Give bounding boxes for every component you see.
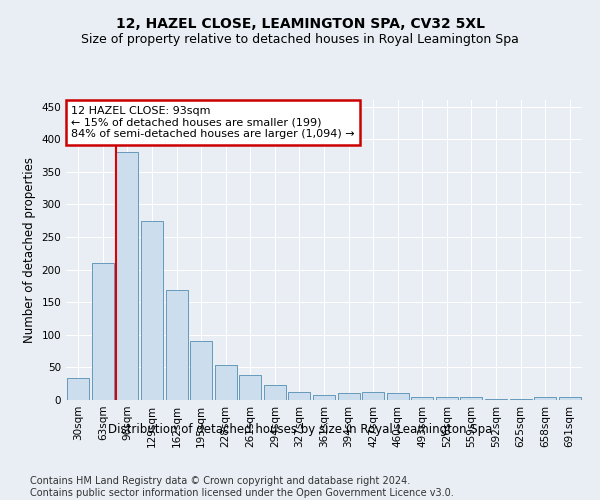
Y-axis label: Number of detached properties: Number of detached properties bbox=[23, 157, 36, 343]
Bar bbox=[264, 385, 286, 400]
Text: 12 HAZEL CLOSE: 93sqm
← 15% of detached houses are smaller (199)
84% of semi-det: 12 HAZEL CLOSE: 93sqm ← 15% of detached … bbox=[71, 106, 355, 139]
Text: Contains HM Land Registry data © Crown copyright and database right 2024.
Contai: Contains HM Land Registry data © Crown c… bbox=[30, 476, 454, 498]
Bar bbox=[362, 392, 384, 400]
Bar bbox=[289, 392, 310, 400]
Bar bbox=[92, 263, 114, 400]
Bar bbox=[166, 290, 188, 400]
Bar bbox=[190, 340, 212, 400]
Bar bbox=[239, 374, 262, 400]
Bar bbox=[116, 152, 139, 400]
Text: 12, HAZEL CLOSE, LEAMINGTON SPA, CV32 5XL: 12, HAZEL CLOSE, LEAMINGTON SPA, CV32 5X… bbox=[115, 18, 485, 32]
Bar bbox=[141, 220, 163, 400]
Bar bbox=[215, 366, 237, 400]
Bar bbox=[386, 394, 409, 400]
Bar bbox=[411, 398, 433, 400]
Bar bbox=[313, 395, 335, 400]
Bar bbox=[436, 398, 458, 400]
Bar bbox=[67, 378, 89, 400]
Bar bbox=[460, 396, 482, 400]
Text: Size of property relative to detached houses in Royal Leamington Spa: Size of property relative to detached ho… bbox=[81, 32, 519, 46]
Bar bbox=[338, 393, 359, 400]
Bar bbox=[534, 398, 556, 400]
Bar bbox=[559, 398, 581, 400]
Text: Distribution of detached houses by size in Royal Leamington Spa: Distribution of detached houses by size … bbox=[108, 422, 492, 436]
